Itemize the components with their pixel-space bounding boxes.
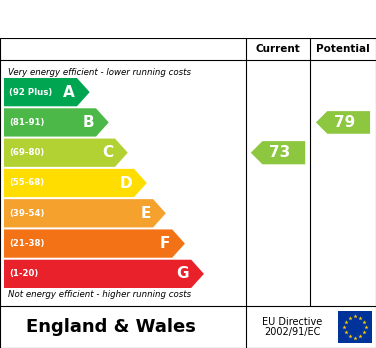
- Text: Not energy efficient - higher running costs: Not energy efficient - higher running co…: [8, 290, 191, 299]
- Text: 73: 73: [269, 145, 290, 160]
- Text: E: E: [141, 206, 151, 221]
- Text: D: D: [120, 175, 132, 190]
- Polygon shape: [4, 169, 147, 197]
- Text: EU Directive: EU Directive: [262, 317, 322, 327]
- Text: Very energy efficient - lower running costs: Very energy efficient - lower running co…: [8, 68, 191, 77]
- Text: (69-80): (69-80): [9, 148, 44, 157]
- Text: G: G: [177, 266, 189, 281]
- Text: (21-38): (21-38): [9, 239, 44, 248]
- Text: England & Wales: England & Wales: [26, 318, 196, 336]
- Polygon shape: [316, 111, 370, 134]
- Text: Potential: Potential: [316, 44, 370, 54]
- Text: Current: Current: [256, 44, 300, 54]
- Polygon shape: [4, 78, 90, 106]
- Polygon shape: [4, 108, 109, 136]
- Text: (1-20): (1-20): [9, 269, 38, 278]
- Text: (92 Plus): (92 Plus): [9, 88, 52, 97]
- Text: A: A: [63, 85, 75, 100]
- Polygon shape: [4, 139, 128, 167]
- Text: Energy Efficiency Rating: Energy Efficiency Rating: [64, 10, 312, 28]
- Text: F: F: [160, 236, 170, 251]
- Polygon shape: [4, 229, 185, 258]
- Text: (55-68): (55-68): [9, 179, 44, 188]
- Text: B: B: [82, 115, 94, 130]
- Polygon shape: [4, 260, 204, 288]
- Text: (81-91): (81-91): [9, 118, 44, 127]
- Polygon shape: [4, 199, 166, 228]
- Text: 2002/91/EC: 2002/91/EC: [264, 327, 320, 337]
- Text: (39-54): (39-54): [9, 209, 44, 218]
- Text: 79: 79: [334, 115, 355, 130]
- Text: C: C: [102, 145, 113, 160]
- Bar: [338, 311, 372, 343]
- Polygon shape: [251, 141, 305, 164]
